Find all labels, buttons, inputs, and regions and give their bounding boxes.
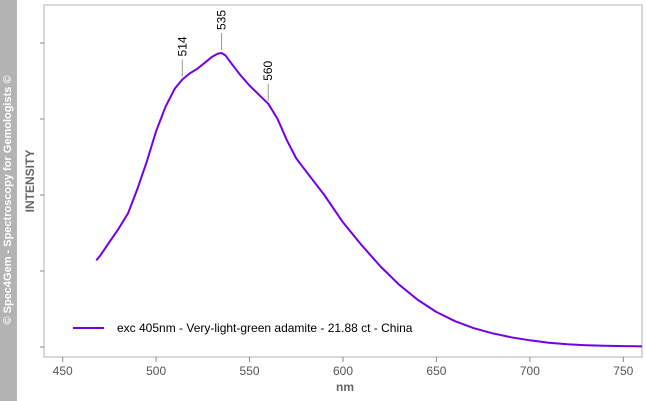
peak-label: 514 xyxy=(175,36,189,56)
sidebar-strip: © Spec4Gem - Spectroscopy for Gemologist… xyxy=(0,0,17,401)
x-tick-label: 450 xyxy=(53,364,73,378)
x-tick-label: 500 xyxy=(146,364,166,378)
peak-label: 535 xyxy=(215,10,229,30)
x-tick-label: 750 xyxy=(613,364,633,378)
peak-annotations: 514 535 560 xyxy=(175,10,275,101)
y-axis-ticks xyxy=(40,42,44,348)
x-tick-label: 700 xyxy=(520,364,540,378)
plot-frame xyxy=(43,4,643,358)
y-axis-title: INTENSITY xyxy=(23,150,37,213)
legend: exc 405nm - Very-light-green adamite - 2… xyxy=(73,321,413,335)
x-axis-title: nm xyxy=(336,380,354,394)
x-axis-ticks: 450 500 550 600 650 700 750 xyxy=(53,357,634,378)
x-tick-label: 600 xyxy=(333,364,353,378)
legend-label: exc 405nm - Very-light-green adamite - 2… xyxy=(117,321,413,335)
series-line xyxy=(95,52,643,348)
x-tick-label: 550 xyxy=(240,364,260,378)
peak-label: 560 xyxy=(261,60,275,80)
x-tick-label: 650 xyxy=(426,364,446,378)
